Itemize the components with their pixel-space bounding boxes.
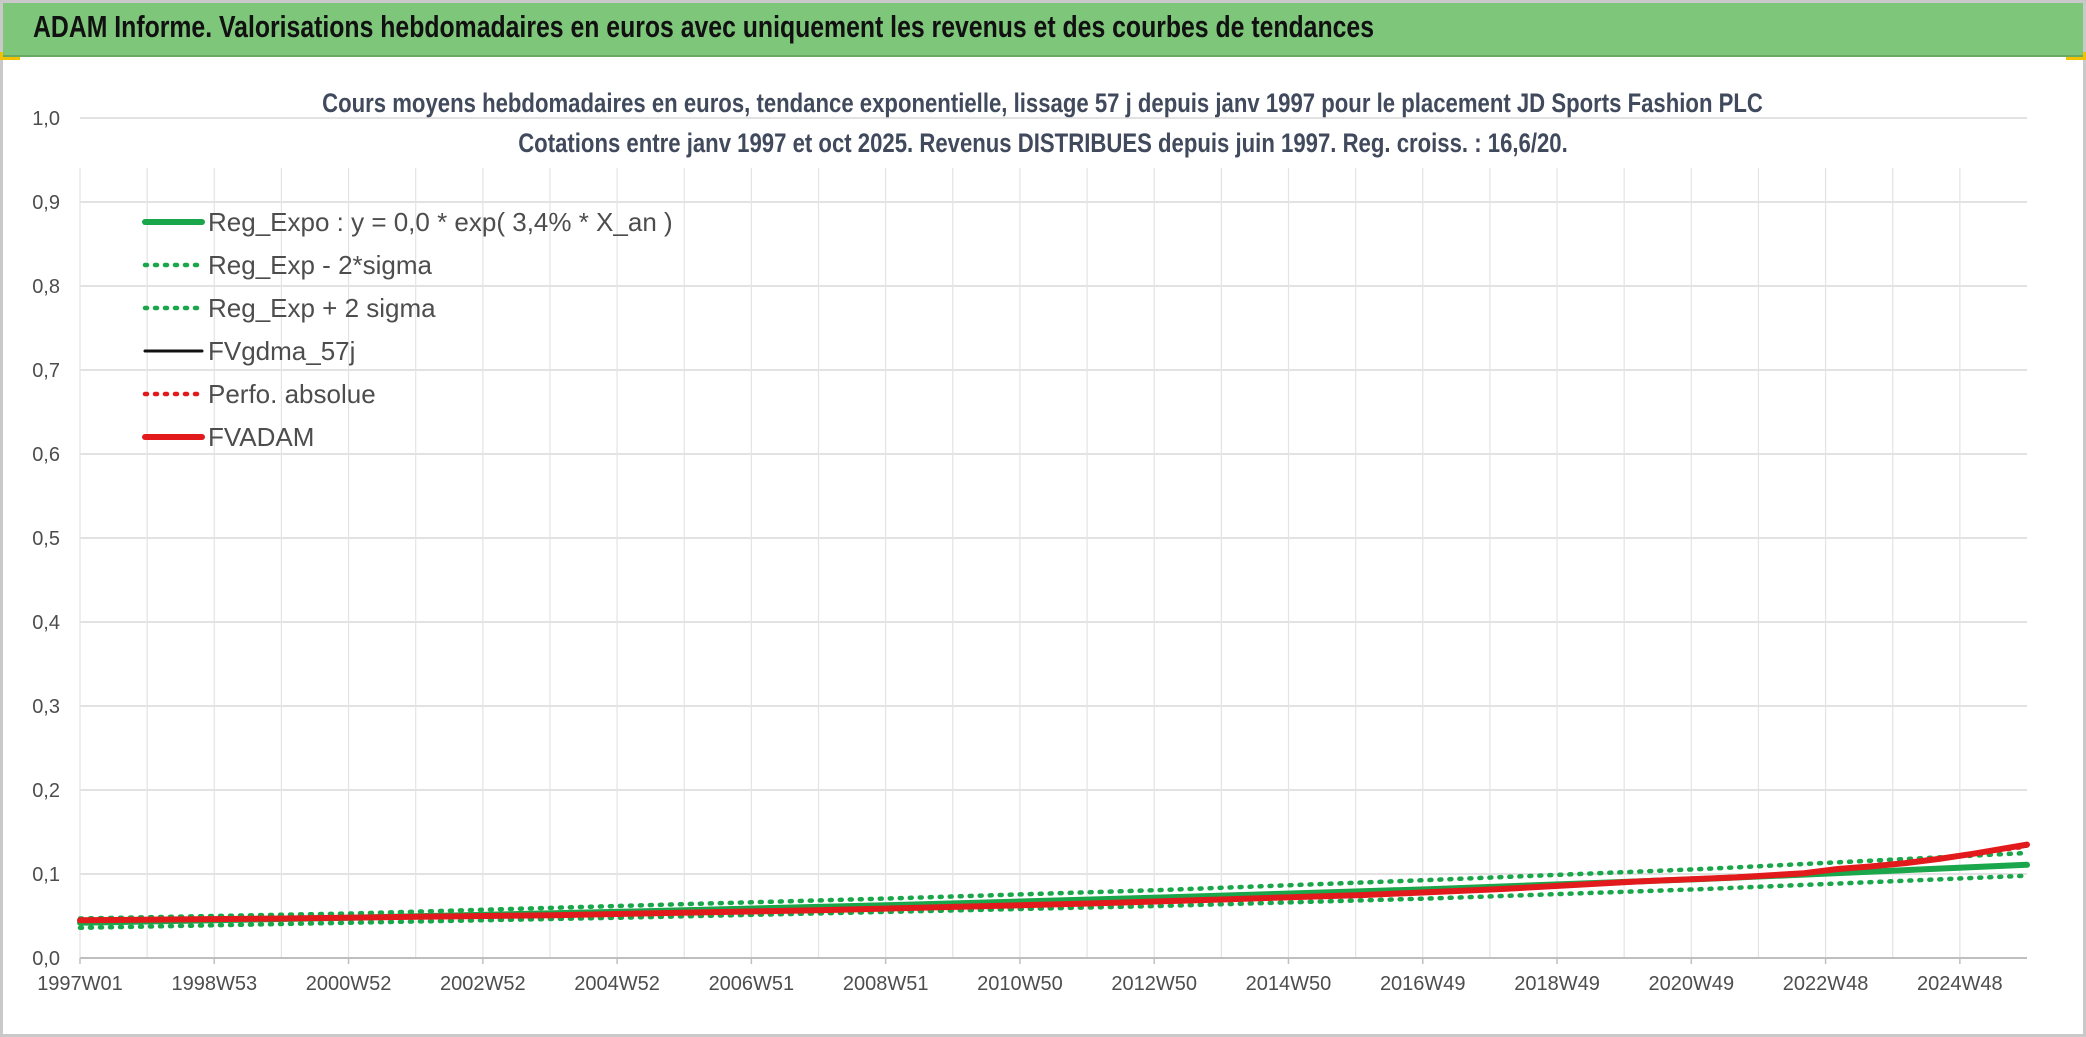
- legend-label: Reg_Exp + 2 sigma: [208, 293, 436, 323]
- report-banner: ADAM Informe. Valorisations hebdomadaire…: [3, 3, 2083, 57]
- x-tick-label: 2024W48: [1917, 973, 2003, 995]
- x-tick-label: 2008W51: [843, 973, 929, 995]
- y-tick-label: 0,1: [32, 864, 60, 886]
- chart-series: [77, 841, 2030, 931]
- chart-grid: [79, 117, 2027, 959]
- x-tick-label: 2012W50: [1111, 973, 1197, 995]
- series-line-5: [77, 841, 2030, 924]
- x-tick-label: 1997W01: [37, 973, 123, 995]
- x-tick-label: 2016W49: [1380, 973, 1466, 995]
- series-line-1: [77, 873, 2030, 931]
- x-tick-label: 2002W52: [440, 973, 526, 995]
- legend-label: FVgdma_57j: [208, 336, 355, 366]
- x-tick-label: 2006W51: [709, 973, 795, 995]
- chart-title: Cours moyens hebdomadaires en euros, ten…: [0, 88, 2086, 119]
- y-tick-label: 0,7: [32, 360, 60, 382]
- y-tick-label: 0,9: [32, 192, 60, 214]
- legend-label: Perfo. absolue: [208, 379, 376, 409]
- series-line-2: [77, 850, 2030, 921]
- y-tick-label: 0,0: [32, 948, 60, 970]
- x-tick-label: 2010W50: [977, 973, 1063, 995]
- x-tick-label: 2020W49: [1648, 973, 1734, 995]
- y-tick-label: 0,4: [32, 612, 60, 634]
- legend-label: Reg_Expo : y = 0,0 * exp( 3,4% * X_an ): [208, 207, 673, 237]
- x-tick-label: 1998W53: [171, 973, 257, 995]
- y-tick-label: 0,6: [32, 444, 60, 466]
- x-tick-label: 2018W49: [1514, 973, 1600, 995]
- y-tick-label: 0,5: [32, 528, 60, 550]
- report-title: ADAM Informe. Valorisations hebdomadaire…: [33, 9, 1374, 44]
- legend-label: Reg_Exp - 2*sigma: [208, 250, 433, 280]
- chart-subtitle: Cotations entre janv 1997 et oct 2025. R…: [0, 128, 2086, 159]
- y-tick-label: 0,2: [32, 780, 60, 802]
- legend-label: FVADAM: [208, 422, 314, 452]
- x-tick-label: 2000W52: [306, 973, 392, 995]
- y-tick-label: 0,3: [32, 696, 60, 718]
- chart-title-text: Cours moyens hebdomadaires en euros, ten…: [322, 88, 1764, 118]
- chart-legend: Reg_Expo : y = 0,0 * exp( 3,4% * X_an ) R…: [142, 207, 673, 452]
- x-tick-label: 2014W50: [1246, 973, 1332, 995]
- y-tick-label: 1,0: [32, 108, 60, 130]
- x-tick-label: 2022W48: [1783, 973, 1869, 995]
- chart-subtitle-text: Cotations entre janv 1997 et oct 2025. R…: [518, 128, 1568, 158]
- x-tick-label: 2004W52: [574, 973, 660, 995]
- y-tick-label: 0,8: [32, 276, 60, 298]
- chart-axes: 0,0 0,1 0,2 0,3 0,4 0,5 0,6 0,7 0,8 0,9 1,0 1997W01…: [32, 108, 2027, 995]
